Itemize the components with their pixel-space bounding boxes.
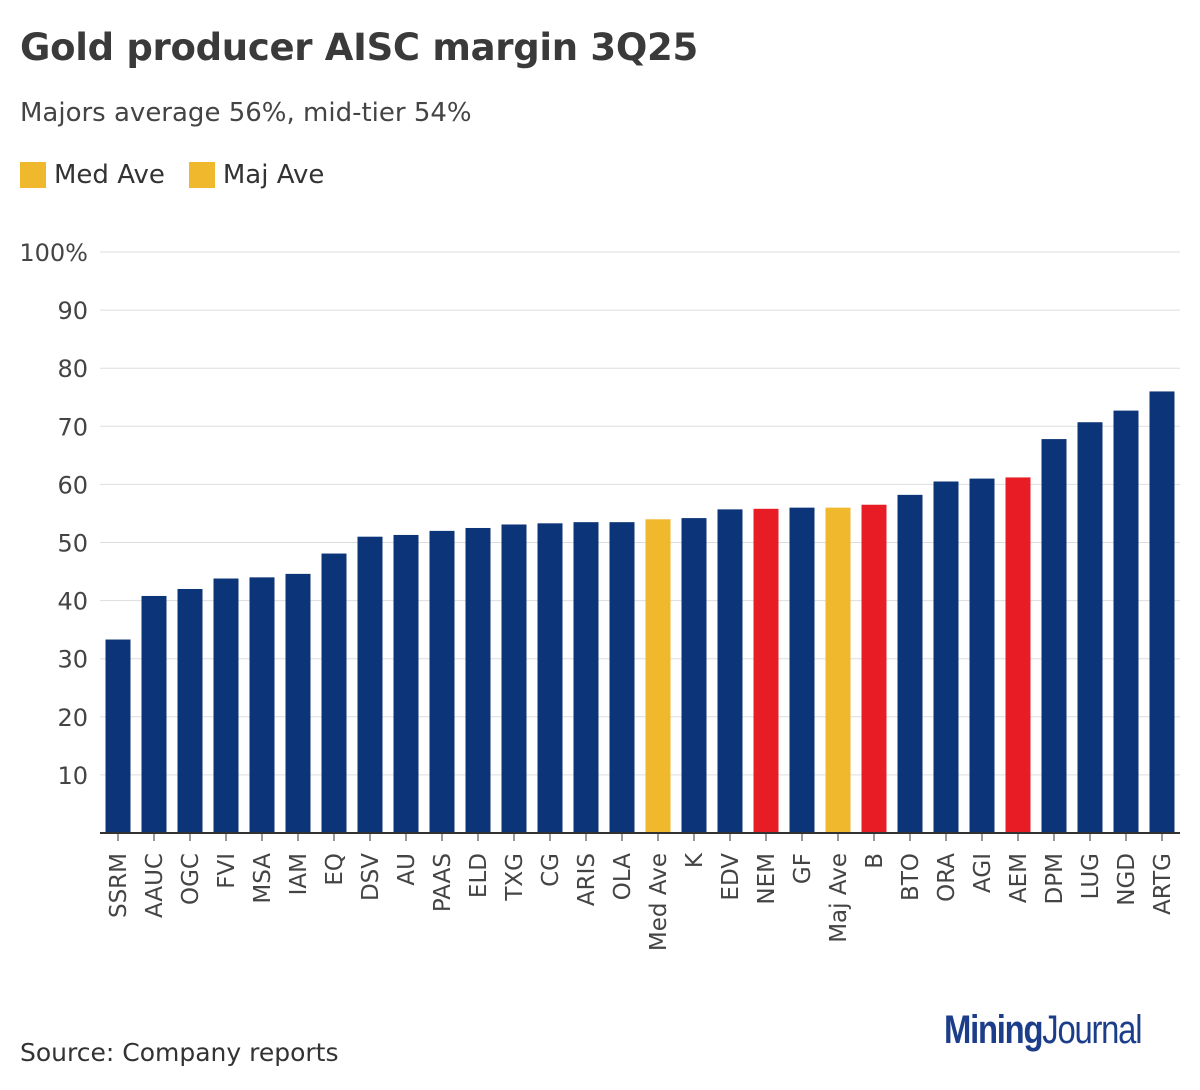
- bar: [645, 519, 671, 833]
- chart-subtitle: Majors average 56%, mid-tier 54%: [20, 98, 472, 128]
- x-tick-label: NEM: [754, 853, 780, 905]
- legend: Med Ave Maj Ave: [20, 160, 348, 190]
- y-tick-label: 40: [57, 588, 88, 616]
- bar: [789, 507, 815, 833]
- x-tick-label: TXG: [502, 853, 528, 902]
- legend-swatch-med-ave: [20, 162, 46, 188]
- bar: [1077, 422, 1103, 833]
- x-tick-label: AU: [394, 853, 420, 886]
- x-tick-label: FVI: [214, 853, 240, 889]
- bar: [357, 536, 383, 833]
- x-tick-label: AGI: [970, 853, 996, 893]
- bar: [465, 527, 491, 833]
- bar: [429, 530, 455, 833]
- bar: [753, 508, 779, 833]
- logo-part-journal: Journal: [1042, 1008, 1142, 1052]
- x-tick-label: AEM: [1006, 853, 1032, 903]
- y-tick-label: 70: [57, 413, 88, 441]
- bar: [285, 573, 311, 833]
- legend-label-med-ave: Med Ave: [54, 160, 165, 190]
- bar: [177, 588, 203, 833]
- y-tick-label: 50: [57, 530, 88, 558]
- bar: [141, 595, 167, 833]
- x-tick-label: GF: [790, 853, 816, 884]
- y-tick-label: 60: [57, 471, 88, 499]
- bar: [1041, 439, 1067, 833]
- bar: [1149, 391, 1175, 833]
- x-tick-label: ARIS: [574, 853, 600, 906]
- chart-title: Gold producer AISC margin 3Q25: [20, 26, 698, 69]
- logo-part-mining: Mining: [944, 1008, 1044, 1052]
- x-tick-label: B: [862, 853, 888, 869]
- x-tick-label: DPM: [1042, 853, 1068, 904]
- bar-chart: 10 20 30 40 50 60 70 80 90 100% SSRM AAUC OGC FVI MSA I…: [19, 239, 1180, 951]
- bar: [897, 494, 923, 833]
- y-tick-label: 20: [57, 704, 88, 732]
- bar: [321, 553, 347, 833]
- x-tick-label: Med Ave: [646, 853, 672, 951]
- y-tick-label: 100%: [19, 239, 88, 267]
- x-tick-label: EDV: [718, 853, 744, 901]
- legend-swatch-maj-ave: [188, 162, 215, 188]
- bar: [537, 523, 563, 833]
- bar: [681, 518, 707, 833]
- x-tick-label: SSRM: [106, 853, 132, 918]
- x-tick-label: AAUC: [142, 853, 168, 918]
- x-tick-label: K: [682, 852, 708, 868]
- bar: [213, 578, 239, 833]
- x-tick-label: ARTG: [1150, 853, 1176, 915]
- bar: [609, 522, 635, 833]
- x-tick-label: CG: [538, 853, 564, 887]
- bar: [393, 534, 419, 833]
- bar: [933, 481, 959, 833]
- bar: [501, 524, 527, 833]
- x-tick-label: LUG: [1078, 853, 1104, 899]
- x-tick-label: ELD: [466, 853, 492, 898]
- bar: [105, 639, 131, 833]
- x-tick-label: IAM: [286, 853, 312, 895]
- source-note: Source: Company reports: [20, 1038, 339, 1067]
- bar: [1005, 477, 1031, 833]
- y-tick-label: 30: [57, 646, 88, 674]
- legend-label-maj-ave: Maj Ave: [222, 160, 325, 190]
- bar: [573, 522, 599, 833]
- x-tick-label: EQ: [322, 853, 348, 886]
- legend-item-maj-ave[interactable]: Maj Ave: [188, 160, 325, 190]
- x-tick-label: OLA: [610, 853, 636, 900]
- x-tick-label: DSV: [358, 853, 384, 901]
- x-tick-label: PAAS: [430, 853, 456, 912]
- x-tick-label: ORA: [934, 853, 960, 902]
- y-tick-label: 80: [57, 355, 88, 383]
- x-tick-label: Maj Ave: [826, 853, 852, 943]
- bar: [825, 507, 851, 833]
- y-tick-label: 10: [57, 762, 88, 790]
- legend-item-med-ave[interactable]: Med Ave: [20, 160, 165, 190]
- x-tick-label: BTO: [898, 853, 924, 901]
- bar: [861, 504, 887, 833]
- x-tick-label: MSA: [250, 853, 276, 904]
- bar: [969, 478, 995, 833]
- bar: [717, 509, 743, 833]
- bar: [1113, 410, 1139, 833]
- mining-journal-logo: MiningJournal: [944, 1008, 1142, 1053]
- bar: [249, 577, 275, 833]
- x-tick-label: NGD: [1114, 853, 1140, 906]
- x-tick-label: OGC: [178, 853, 204, 905]
- y-tick-label: 90: [57, 297, 88, 325]
